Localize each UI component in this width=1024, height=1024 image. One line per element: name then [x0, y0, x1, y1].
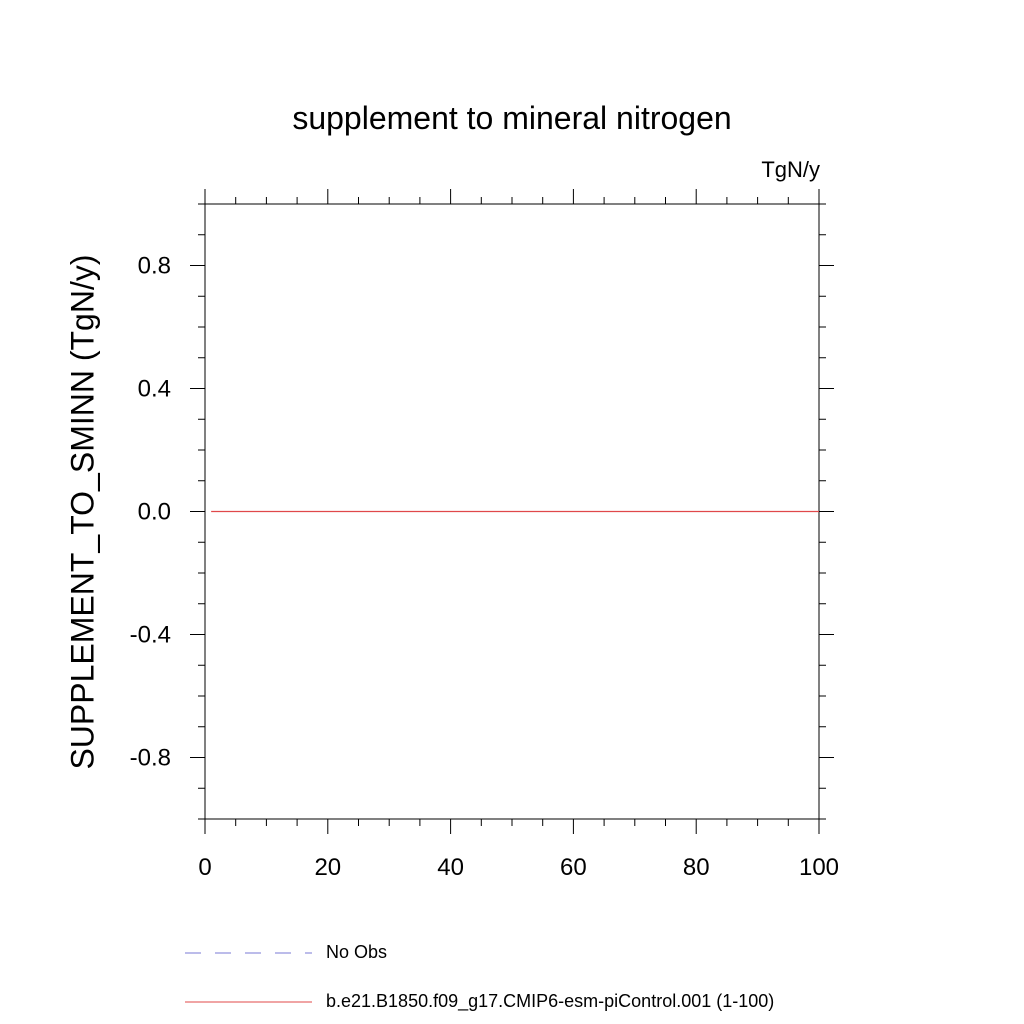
y-axis-ticks: [190, 203, 834, 820]
x-tick-label: 0: [198, 854, 211, 881]
x-tick-label: 40: [437, 854, 464, 881]
x-axis-tick-labels: 0 20 40 60 80 100: [198, 854, 839, 881]
y-tick-label: -0.8: [130, 745, 171, 772]
y-tick-label: -0.4: [130, 622, 171, 649]
x-tick-label: 60: [560, 854, 587, 881]
x-tick-label: 80: [683, 854, 710, 881]
y-axis-tick-labels: -0.8 -0.4 0.0 0.4 0.8: [130, 253, 171, 772]
x-tick-label: 100: [799, 854, 839, 881]
units-label: TgN/y: [761, 157, 820, 182]
legend-label-model: b.e21.B1850.f09_g17.CMIP6-esm-piControl.…: [326, 991, 775, 1011]
x-axis-ticks: [204, 189, 820, 834]
y-tick-label: 0.4: [138, 376, 171, 403]
y-tick-label: 0.8: [138, 253, 171, 280]
chart-title: supplement to mineral nitrogen: [292, 100, 732, 136]
y-tick-label: 0.0: [138, 499, 171, 526]
x-tick-label: 20: [314, 854, 341, 881]
y-axis-label: SUPPLEMENT_TO_SMINN (TgN/y): [64, 254, 101, 770]
legend-label-no-obs: No Obs: [326, 942, 388, 962]
